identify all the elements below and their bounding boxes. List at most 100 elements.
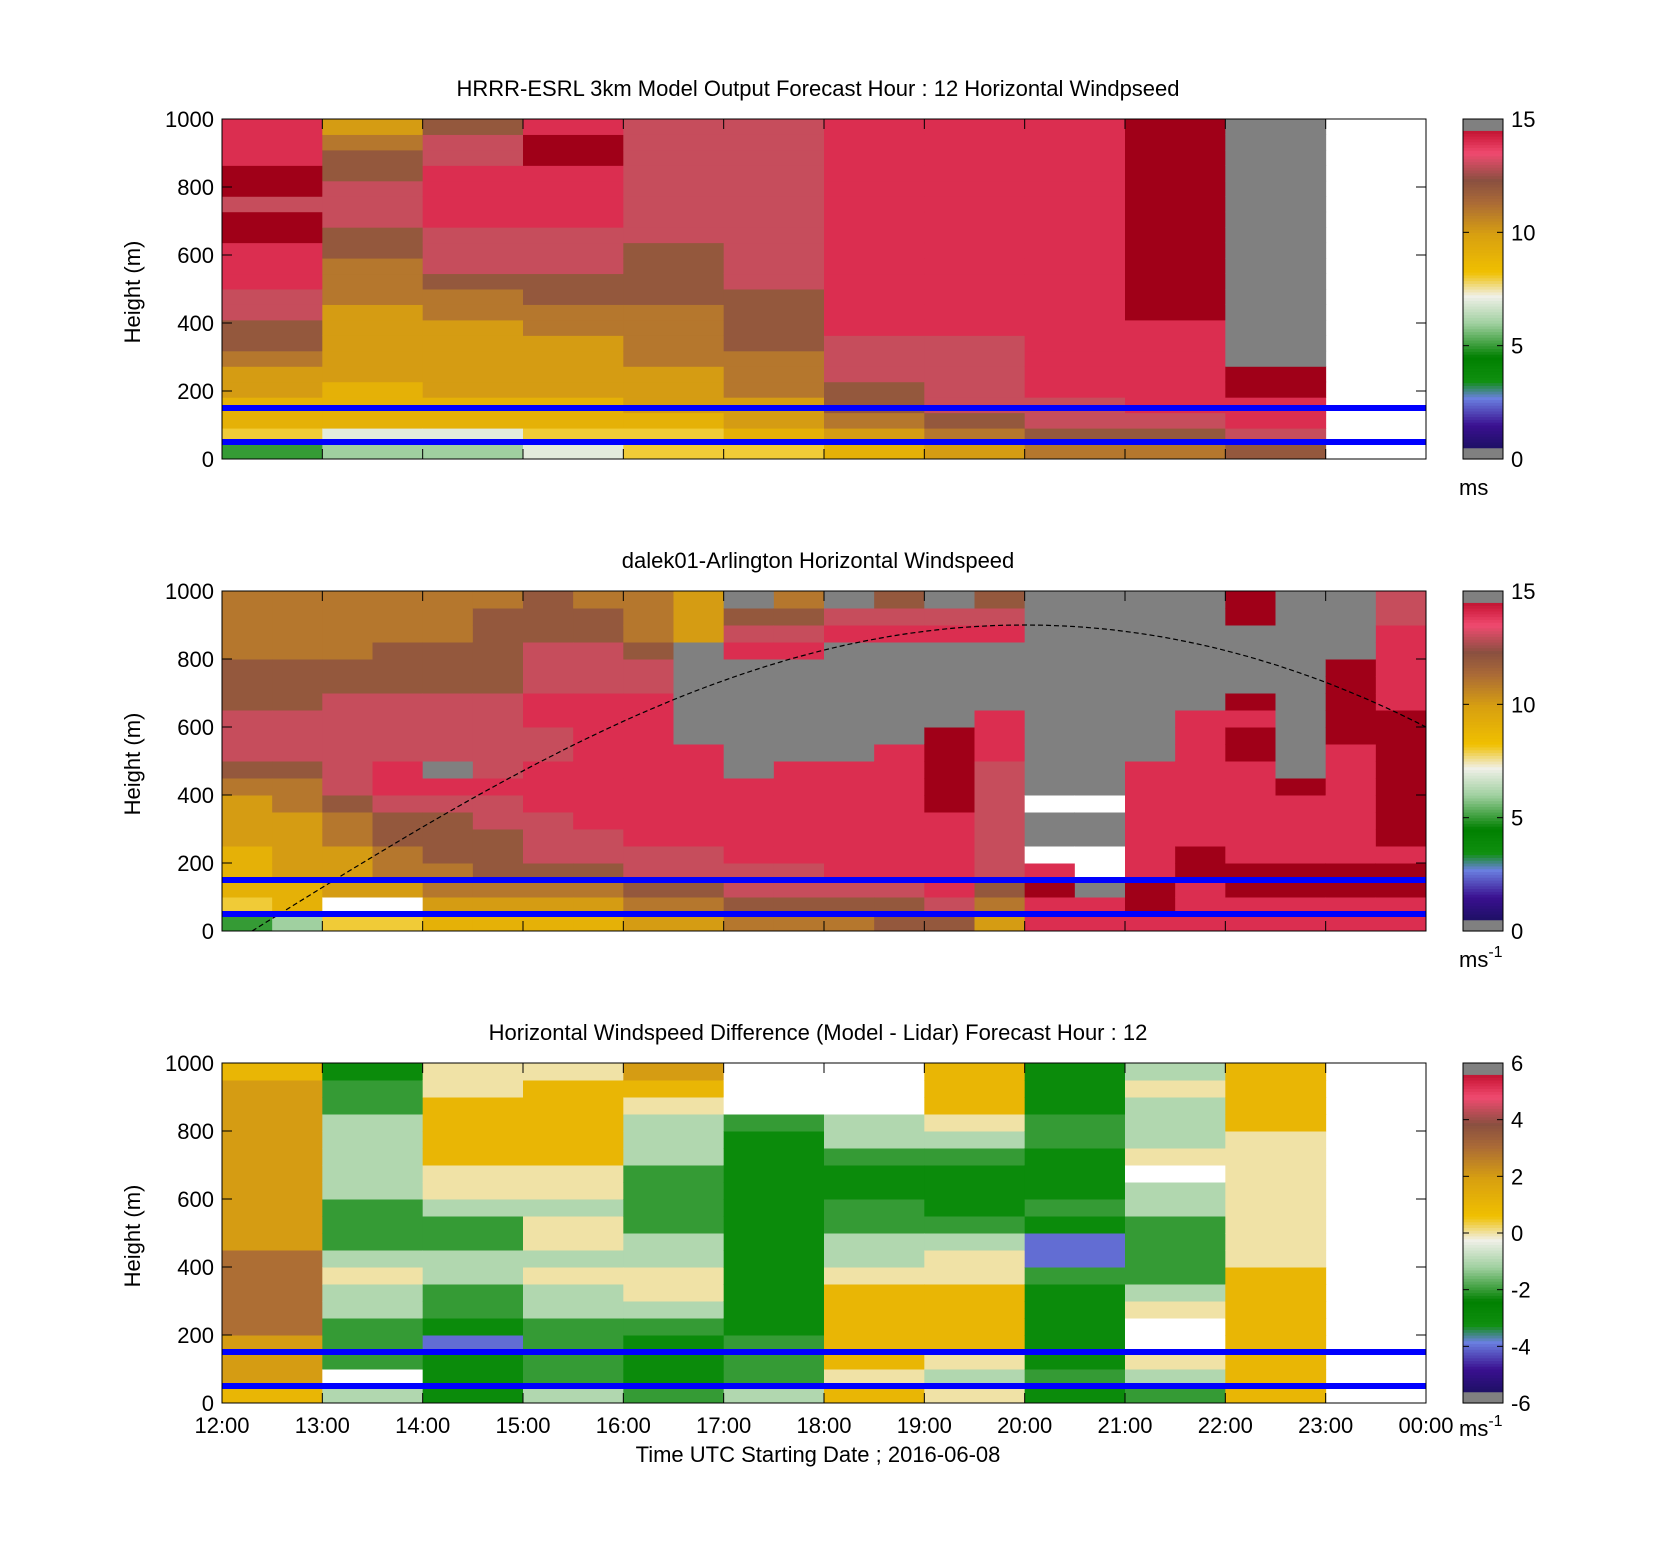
heatmap-cell [824,761,875,779]
heatmap-cell [523,693,574,711]
colorbar-segment [1463,1301,1503,1305]
heatmap-cell [573,625,624,643]
heatmap-cell [272,897,323,915]
heatmap-cell [422,1165,524,1183]
x-axis-label: Time UTC Starting Date ; 2016-06-08 [636,1442,1001,1467]
heatmap-cell [322,897,373,915]
heatmap-cell [422,1148,524,1166]
heatmap-cell [1225,381,1327,398]
colorbar-segment [1463,602,1503,606]
colorbar-segment [1463,1210,1503,1214]
colorbar-segment [1463,843,1503,847]
heatmap-cell [1275,880,1327,898]
heatmap-cell [1125,1233,1226,1251]
heatmap-cell [322,727,373,745]
heatmap-cell [673,710,725,728]
colorbar-segment [1463,413,1503,418]
heatmap-cell [422,1267,524,1285]
heatmap-cell [773,914,825,932]
colorbar-frame [1462,590,1504,932]
heatmap-cell [623,304,725,321]
heatmap-cell [422,180,524,197]
heatmap-cell [623,412,725,429]
heatmap-cell [422,119,524,135]
heatmap-cell [322,180,424,197]
colorbar-segment [1463,1150,1503,1155]
colorbar-segment [1463,1230,1503,1234]
colorbar-segment [1463,1227,1503,1231]
colorbar-segment [1463,698,1503,703]
colorbar-segment [1463,789,1503,793]
heatmap-cell [623,1386,725,1404]
colorbar-segment [1463,1114,1503,1118]
heatmap-cell [1024,625,1076,643]
heatmap-cell [372,778,424,796]
heatmap-cell [422,1063,524,1081]
colorbar-segment [1463,158,1503,163]
heatmap-cell [573,846,624,864]
heatmap-cell [924,196,1026,213]
colorbar-segment [1463,212,1503,216]
heatmap-cells [222,591,1427,932]
heatmap-cell [723,625,775,643]
heatmap-cell [523,350,624,367]
heatmap-cell [1225,642,1276,660]
heatmap-cell [1375,761,1427,779]
colorbar-segment [1463,170,1503,174]
heatmap-cell [322,693,373,711]
colorbar-segment [1463,334,1503,338]
heatmap-cell [924,1080,1026,1098]
heatmap-cell [322,412,424,429]
panel-title: Horizontal Windspeed Difference (Model -… [489,1020,1148,1045]
colorbar-segment [1463,627,1503,632]
colorbar-segment [1463,1221,1503,1226]
colorbar-unit-superscript: -1 [1488,944,1502,961]
colorbar-segment [1463,167,1503,171]
heatmap-cell [322,1250,424,1268]
heatmap-cell [322,608,373,626]
heatmap-cell [874,608,925,626]
heatmap-cell [422,319,524,336]
colorbar-segment [1463,1346,1503,1350]
heatmap-cell [523,1386,624,1404]
heatmap-cell [222,412,323,429]
colorbar-segment [1463,308,1503,313]
heatmap-cell [824,335,925,352]
heatmap-cell [623,676,674,694]
heatmap-cell [1074,778,1126,796]
heatmap-cell [623,443,725,460]
colorbar-segment [1463,283,1503,287]
heatmap-cell [222,180,323,197]
heatmap-cell [222,659,273,677]
heatmap-cell [322,165,424,182]
heatmap-cell [924,227,1026,244]
heatmap-cell [1325,693,1377,711]
colorbar-segment [1463,1371,1503,1376]
colorbar-segment [1463,1125,1503,1129]
heatmap-cell [1074,795,1126,813]
heatmap-cell [924,381,1026,398]
heatmap-cell [623,381,725,398]
heatmap-cell [1074,744,1126,762]
heatmap-cell [322,1318,424,1336]
colorbar-segment [1463,124,1503,129]
heatmap-cell [1325,608,1377,626]
heatmap-cell [1125,744,1176,762]
colorbar-segment [1463,687,1503,691]
heatmap-cell [422,914,474,932]
colorbar-segment [1463,661,1503,666]
colorbar-segment [1463,721,1503,725]
colorbar-segment [1463,1119,1503,1124]
heatmap-cell [222,812,273,830]
colorbar-segment [1463,1167,1503,1172]
heatmap-cell [222,880,273,898]
heatmap-cell [723,1335,825,1353]
heatmap-cell [824,812,875,830]
heatmap-cell [422,1284,524,1302]
heatmap-cell [673,642,725,660]
colorbar-segment [1463,806,1503,810]
heatmap-cell [322,1182,424,1200]
colorbar-segment [1463,616,1503,620]
heatmap-cell [723,1318,825,1336]
heatmap-cell [723,366,825,383]
